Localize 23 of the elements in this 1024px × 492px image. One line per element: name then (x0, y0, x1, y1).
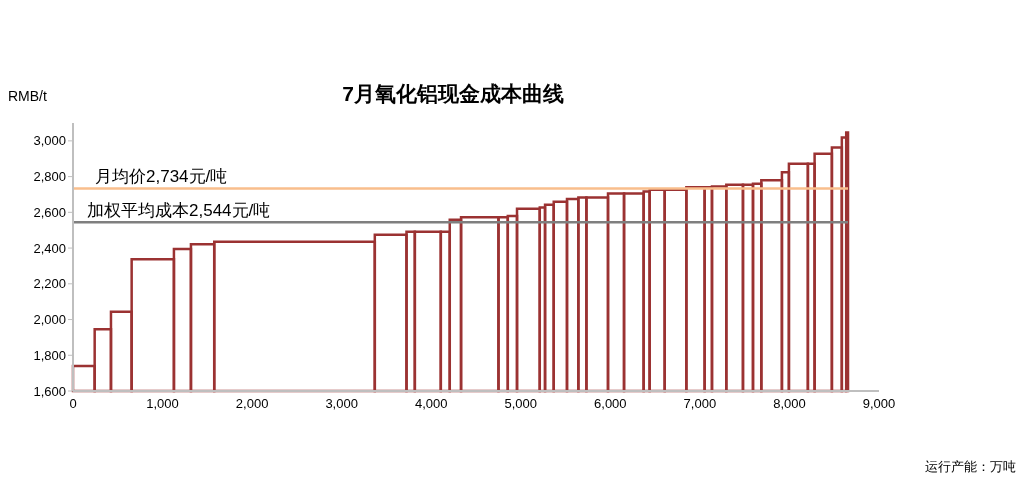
y-tick-label: 2,200 (33, 276, 66, 292)
y-tick-label: 2,800 (33, 169, 66, 185)
x-tick-label: 0 (69, 396, 77, 412)
x-tick-label: 3,000 (325, 396, 358, 412)
y-tick-label: 2,400 (33, 240, 66, 256)
chart-title: 7月氧化铝现金成本曲线 (341, 81, 565, 107)
x-tick-label: 6,000 (594, 396, 627, 412)
y-tick-label: 3,000 (33, 133, 66, 149)
y-axis-title: RMB/t (8, 88, 47, 104)
x-axis-title: 运行产能：万吨 (925, 458, 1016, 476)
y-tick-label: 1,600 (33, 383, 66, 399)
y-tick-label: 1,800 (33, 347, 66, 363)
x-tick-label: 4,000 (414, 396, 448, 412)
x-tick-label: 2,000 (235, 396, 269, 412)
x-tick-label: 7,000 (683, 396, 717, 412)
x-tick-label: 1,000 (146, 396, 179, 412)
x-tick-label: 5,000 (504, 396, 538, 412)
y-tick-label: 2,600 (33, 204, 66, 220)
ref-line-label: 月均价2,734元/吨 (95, 167, 228, 187)
y-tick-label: 2,000 (33, 312, 66, 328)
ref-line-label: 加权平均成本2,544元/吨 (87, 201, 271, 221)
x-tick-label: 8,000 (773, 396, 806, 412)
x-tick-label: 9,000 (862, 396, 896, 412)
